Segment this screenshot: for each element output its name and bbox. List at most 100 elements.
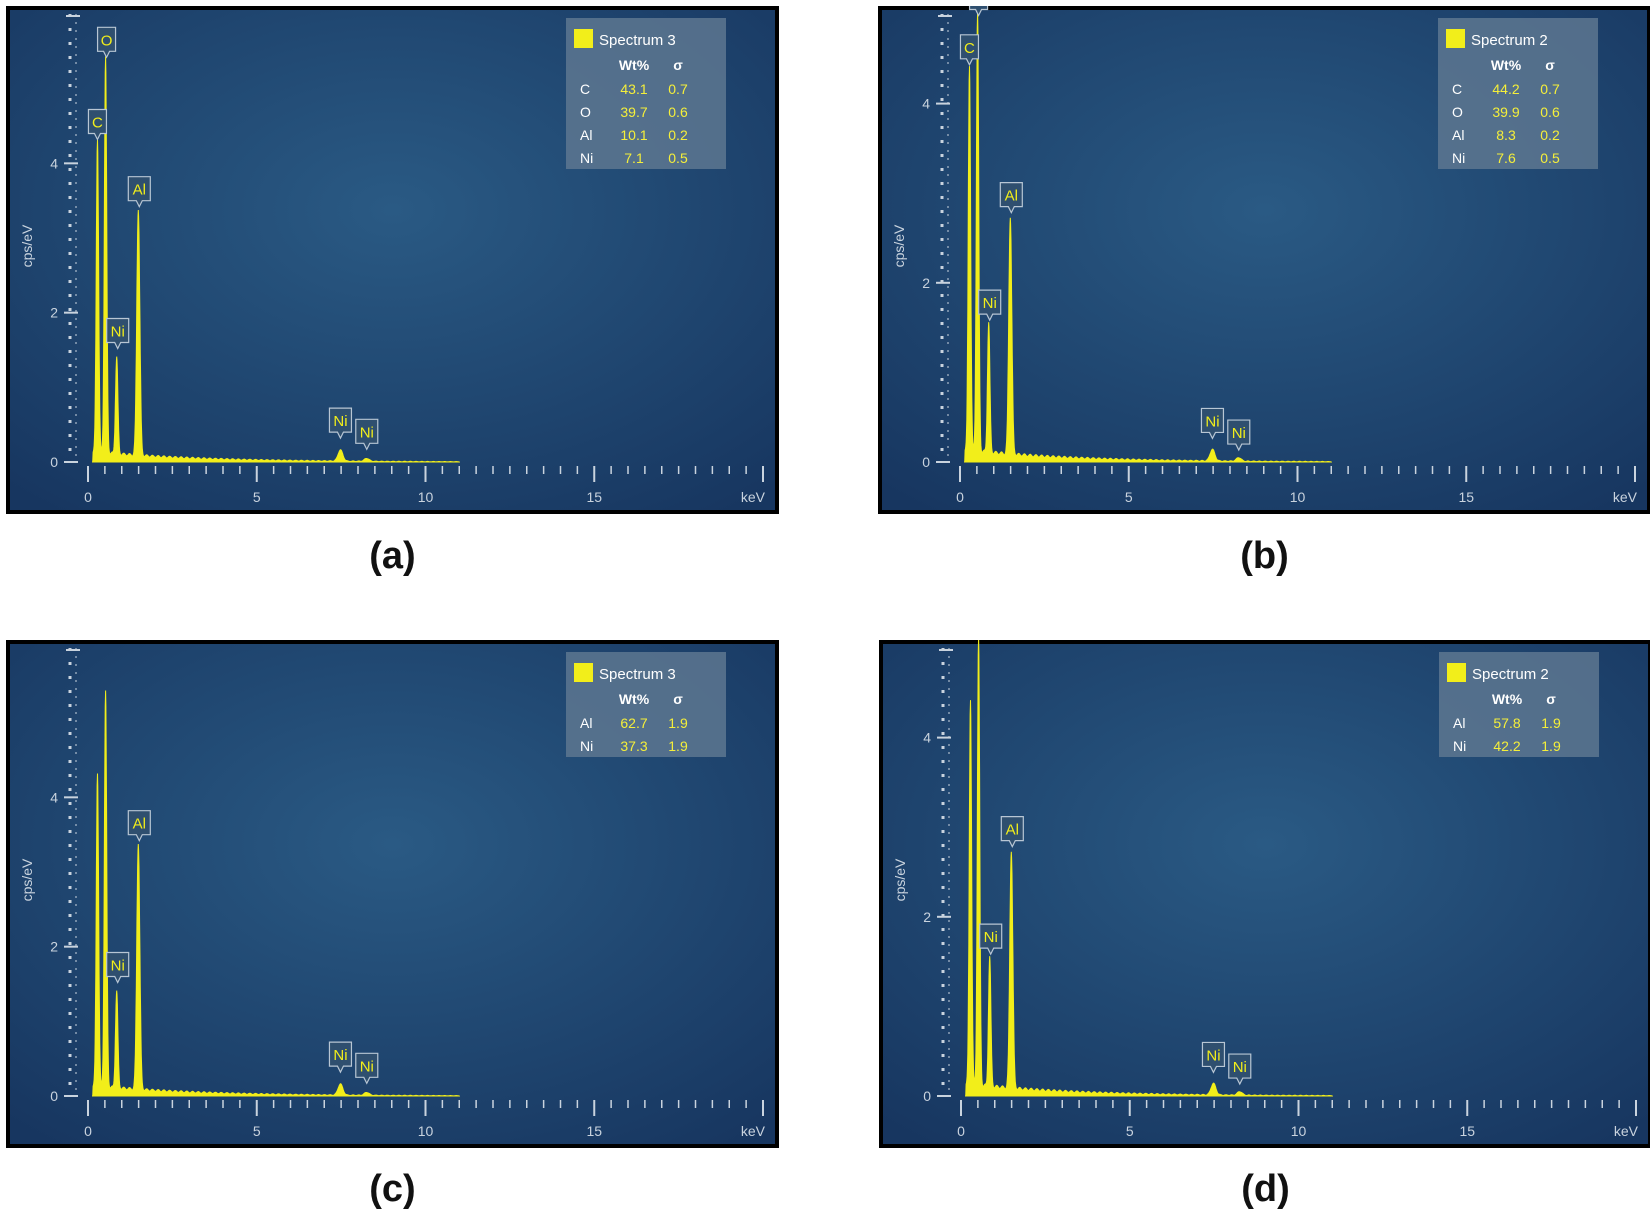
legend-element: C	[580, 81, 590, 97]
legend-element: Ni	[1452, 150, 1465, 166]
y-tick-label: 2	[923, 909, 931, 925]
y-axis-label: cps/eV	[19, 858, 35, 901]
legend-element: Ni	[1453, 738, 1466, 754]
peak-label: Ni	[328, 407, 353, 440]
svg-text:Ni: Ni	[1233, 1059, 1247, 1076]
svg-text:Ni: Ni	[984, 929, 998, 946]
x-tick-label: 0	[957, 1123, 965, 1139]
legend-wt-value: 37.3	[620, 738, 647, 754]
legend: Spectrum 2 Wt% σ C 44.2 0.7 O 39.9 0.6 Al 8.3 0.2 Ni…	[1438, 18, 1598, 169]
y-tick-label: 4	[922, 96, 930, 112]
legend-wt-value: 42.2	[1493, 738, 1520, 754]
x-tick-label: 15	[586, 489, 602, 505]
legend-header-sigma: σ	[673, 691, 683, 707]
legend-title: Spectrum 3	[599, 32, 676, 49]
legend-element: Al	[1452, 127, 1464, 143]
spectrum-panel-a: 0 2 4 cps/eV 0 5 10 15 keV C O Ni Al Ni Ni Spectrum 3 Wt…	[6, 6, 779, 514]
legend: Spectrum 2 Wt% σ Al 57.8 1.9 Ni 42.2 1.9	[1439, 652, 1599, 757]
legend-wt-value: 43.1	[620, 81, 647, 97]
spectrum-panel-d: 0 2 4 cps/eV 0 5 10 15 keV Ni Al Ni Ni Spectrum 2 Wt% σ…	[879, 640, 1650, 1148]
legend-sigma-value: 0.6	[668, 104, 688, 120]
legend-sigma-value: 0.7	[668, 81, 688, 97]
legend-sigma-value: 1.9	[1541, 738, 1561, 754]
legend-sigma-value: 0.5	[668, 150, 688, 166]
svg-text:O: O	[973, 6, 985, 8]
svg-text:C: C	[92, 114, 103, 131]
spectrum-series	[965, 640, 1334, 1097]
svg-text:Ni: Ni	[1232, 425, 1246, 442]
eds-spectrum-chart-c: 0 2 4 cps/eV 0 5 10 15 keV Ni Al Ni Ni Spectrum 3 Wt% σ…	[10, 644, 775, 1144]
svg-text:Ni: Ni	[360, 1058, 374, 1075]
legend-wt-value: 44.2	[1492, 81, 1519, 97]
legend-wt-value: 62.7	[620, 715, 647, 731]
y-tick-label: 2	[922, 275, 930, 291]
peak-label: Ni	[1228, 1053, 1252, 1086]
y-axis-label: cps/eV	[19, 224, 35, 267]
peak-label: Al	[1000, 816, 1024, 848]
legend-element: O	[1452, 104, 1463, 120]
y-tick-label: 0	[922, 454, 930, 470]
x-axis-label: keV	[1614, 1123, 1639, 1139]
legend-title: Spectrum 2	[1471, 32, 1548, 49]
svg-text:Al: Al	[1005, 188, 1018, 205]
peak-label: O	[96, 26, 117, 59]
panel-caption-c: (c)	[369, 1168, 416, 1210]
panel-caption-b: (b)	[1240, 535, 1289, 577]
legend-sigma-value: 0.2	[668, 127, 688, 143]
spectrum-series	[92, 56, 461, 463]
peak-label: Ni	[1227, 419, 1251, 452]
y-axis-label: cps/eV	[892, 858, 908, 901]
svg-text:Ni: Ni	[983, 295, 997, 312]
svg-text:Ni: Ni	[111, 324, 125, 341]
svg-text:Ni: Ni	[333, 1047, 347, 1064]
x-tick-label: 15	[1459, 1123, 1475, 1139]
svg-text:C: C	[964, 40, 975, 57]
x-axis-label: keV	[741, 489, 766, 505]
x-tick-label: 15	[586, 1123, 602, 1139]
legend: Spectrum 3 Wt% σ Al 62.7 1.9 Ni 37.3 1.9	[566, 652, 726, 757]
y-tick-label: 0	[50, 454, 58, 470]
peak-label: Ni	[979, 923, 1003, 956]
peak-label: Ni	[1200, 407, 1225, 440]
legend-header-wt: Wt%	[619, 57, 650, 73]
svg-text:Ni: Ni	[333, 413, 347, 430]
legend-sigma-value: 1.9	[668, 715, 688, 731]
legend-wt-value: 7.6	[1496, 150, 1516, 166]
legend-element: Ni	[580, 738, 593, 754]
legend-header-wt: Wt%	[1492, 691, 1523, 707]
peak-label: Ni	[328, 1041, 353, 1074]
svg-text:Al: Al	[1006, 822, 1019, 839]
legend-sigma-value: 0.2	[1540, 127, 1560, 143]
legend-header-sigma: σ	[673, 57, 683, 73]
x-axis-label: keV	[1613, 489, 1638, 505]
legend-wt-value: 39.9	[1492, 104, 1519, 120]
svg-text:Ni: Ni	[1206, 1047, 1220, 1064]
peak-label: Al	[127, 176, 151, 209]
panel-caption-d: (d)	[1241, 1168, 1290, 1210]
legend-wt-value: 57.8	[1493, 715, 1520, 731]
legend-header-sigma: σ	[1546, 691, 1556, 707]
legend-sigma-value: 0.6	[1540, 104, 1560, 120]
x-tick-label: 5	[253, 1123, 261, 1139]
legend-swatch	[1447, 663, 1466, 682]
legend-element: Al	[580, 715, 592, 731]
legend-swatch	[574, 29, 593, 48]
eds-spectrum-chart-d: 0 2 4 cps/eV 0 5 10 15 keV Ni Al Ni Ni Spectrum 2 Wt% σ…	[883, 640, 1648, 1144]
x-tick-label: 0	[956, 489, 964, 505]
y-tick-label: 2	[50, 305, 58, 321]
svg-text:Ni: Ni	[111, 958, 125, 975]
legend-element: Al	[1453, 715, 1465, 731]
legend-sigma-value: 0.5	[1540, 150, 1560, 166]
legend-title: Spectrum 3	[599, 666, 676, 683]
peak-label: Ni	[978, 289, 1002, 322]
y-axis-label: cps/eV	[891, 224, 907, 267]
legend-swatch	[1446, 29, 1465, 48]
svg-text:Ni: Ni	[1205, 413, 1219, 430]
svg-text:Al: Al	[133, 816, 146, 833]
legend-sigma-value: 0.7	[1540, 81, 1560, 97]
peak-label: Ni	[355, 1052, 379, 1085]
x-axis-label: keV	[741, 1123, 766, 1139]
legend-wt-value: 10.1	[620, 127, 647, 143]
svg-text:Ni: Ni	[360, 424, 374, 441]
